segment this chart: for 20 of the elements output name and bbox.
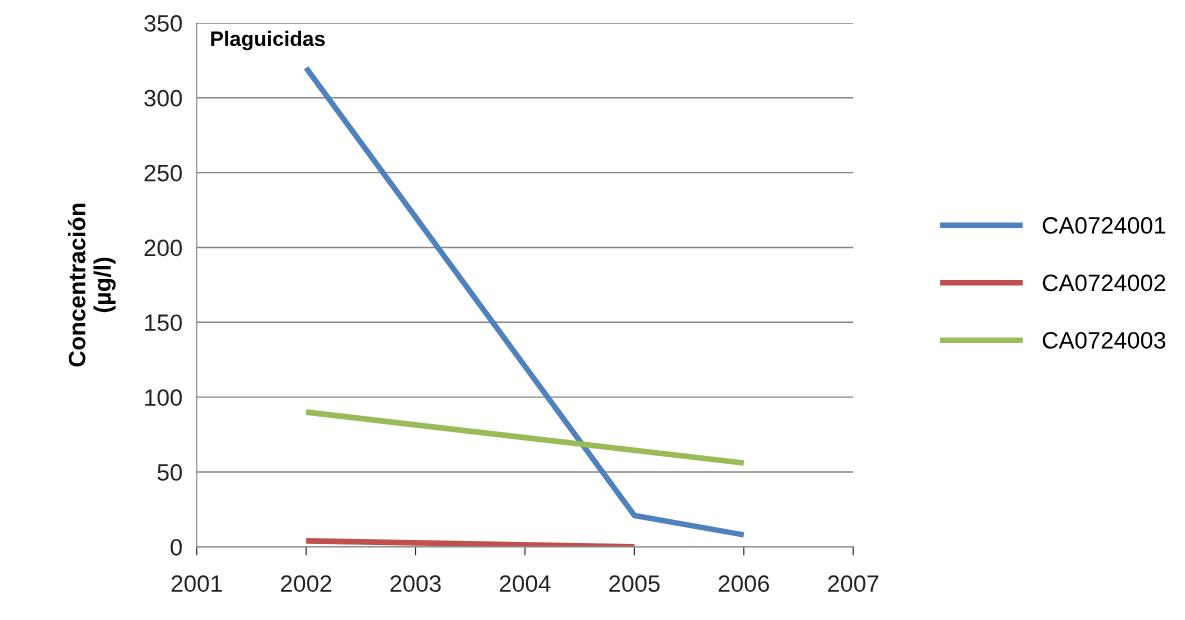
legend-label: CA0724003 [1042,331,1166,349]
x-tick-label: 2007 [828,575,879,592]
y-tick-label: 100 [145,389,182,406]
y-tick-label: 0 [170,538,182,556]
x-tick-label: 2003 [390,575,441,592]
y-tick-label: 250 [144,164,182,182]
y-tick-label: 50 [157,464,182,481]
x-tick-label: 2006 [718,575,770,592]
x-tick-label: 2002 [281,575,332,592]
x-tick-label: 2001 [171,575,222,592]
annotation: Plaguicidas [211,30,325,51]
x-tick-label: 2005 [609,575,660,592]
legend-label: CA0724002 [1042,274,1166,292]
y-tick-label: 300 [144,89,182,107]
y-tick-label: 350 [144,15,182,32]
x-tick-label: 2004 [499,575,551,592]
y-tick-label: 150 [145,314,182,332]
legend-label: CA0724001 [1042,217,1166,234]
y-axis-title: Concentración (µg/l) [67,203,116,367]
y-tick-label: 200 [144,239,182,257]
